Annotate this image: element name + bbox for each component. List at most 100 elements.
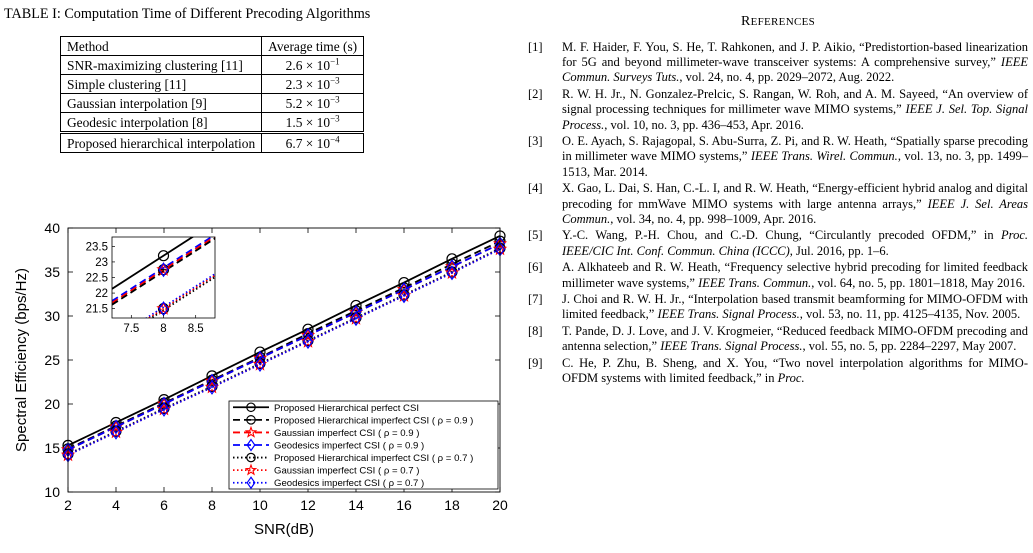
data-point (350, 304, 362, 321)
data-point (158, 401, 170, 417)
x-tick-label: 6 (160, 497, 168, 513)
legend-entry-label: Geodesics imperfect CSI ( ρ = 0.7 ) (274, 478, 424, 489)
reference-details: , vol. 10, no. 3, pp. 436–453, Apr. 2016… (604, 117, 804, 132)
inset-x-tick-label: 8.5 (188, 323, 204, 335)
y-tick-label: 35 (44, 264, 60, 280)
table-cell-method: SNR-maximizing clustering [11] (59, 55, 263, 75)
time-exponent: −4 (330, 134, 340, 145)
legend-entry-label: Proposed Hierarchical imperfect CSI ( ρ … (274, 415, 473, 426)
references-heading-rest: EFERENCES (750, 16, 816, 28)
inset-line-proposed-07 (149, 276, 215, 318)
table-row: Proposed hierarchical interpolation 6.7 ×… (59, 131, 365, 153)
reference-number: [4] (528, 181, 543, 196)
reference-number: [7] (528, 292, 543, 307)
reference-details: , vol. 24, no. 4, pp. 2029–2072, Aug. 20… (679, 70, 895, 85)
y-tick-label: 40 (44, 220, 60, 236)
time-times-ten: × 10 (305, 114, 331, 130)
data-point (302, 333, 314, 350)
inset-y-tick-label: 22.5 (86, 273, 108, 285)
inset-line-gaussian-07 (147, 274, 215, 318)
time-mantissa: 2.6 (285, 57, 303, 73)
references-heading: REFERENCES (528, 14, 1028, 30)
references-heading-initial: R (740, 14, 751, 29)
data-point (444, 265, 460, 279)
inset-x-tick-label: 7.5 (123, 323, 139, 335)
plot-frame (67, 227, 501, 493)
y-tick-label: 30 (44, 308, 60, 324)
legend-swatch-marker (246, 438, 256, 452)
table-caption: TABLE I: Computation Time of Different P… (4, 6, 371, 22)
table-row: Simple clustering [11] 2.3 × 10−3 (59, 74, 365, 94)
table-row: Geodesic interpolation [8] 1.5 × 10−3 (59, 112, 365, 133)
data-point (300, 333, 316, 348)
reference-item: [4] X. Gao, L. Dai, S. Han, C.-L. I, and … (528, 181, 1028, 227)
reference-number: [8] (528, 324, 543, 339)
legend-entry-label: Proposed Hierarchical perfect CSI (274, 403, 419, 414)
reference-venue: IEEE J. Sel. Areas Commun. (562, 196, 1028, 226)
x-tick-label: 2 (64, 497, 72, 513)
reference-text: Y.-C. Wang, P.-H. Chou, and C.-D. Chung,… (562, 228, 1002, 243)
inset-marker-geodesic-09 (158, 262, 169, 278)
time-exponent: −3 (330, 113, 340, 124)
data-point (158, 396, 170, 412)
inset-y-tick-label: 23.5 (86, 241, 108, 253)
y-tick-label: 20 (44, 396, 60, 412)
reference-details: , vol. 53, no. 11, pp. 4125–4135, Nov. 2… (799, 307, 1021, 322)
table-cell-time: 1.5 × 10−3 (261, 112, 365, 133)
data-point (110, 419, 122, 435)
y-axis-label: Spectral Efficiency (bps/Hz) (13, 268, 30, 452)
reference-text: X. Gao, L. Dai, S. Han, C.-L. I, and R. … (562, 181, 1028, 211)
table-header-method: Method (59, 36, 263, 56)
reference-item: [1] M. F. Haider, F. You, S. He, T. Rahko… (528, 40, 1028, 86)
legend-entry-label: Proposed Hierarchical imperfect CSI ( ρ … (274, 453, 473, 464)
reference-venue: IEEE Trans. Signal Process. (657, 307, 800, 322)
reference-number: [5] (528, 228, 543, 243)
time-mantissa: 2.3 (285, 76, 303, 92)
legend-swatch-marker (246, 402, 256, 413)
reference-text: J. Choi and R. W. H. Jr., “Interpolation… (562, 292, 1028, 322)
data-point (350, 311, 362, 327)
y-tick-label: 15 (44, 440, 60, 456)
data-point (398, 282, 410, 298)
left-column: TABLE I: Computation Time of Different P… (0, 0, 515, 553)
legend-swatch-marker (246, 476, 256, 490)
legend-entry-label: Gaussian imperfect CSI ( ρ = 0.9 ) (274, 428, 419, 439)
legend-swatch-marker (244, 463, 258, 476)
table-cell-time: 2.6 × 10−1 (261, 55, 365, 75)
y-tick-label: 10 (44, 484, 60, 500)
inset-line-geodesic-07 (144, 273, 215, 318)
table-cell-time: 2.3 × 10−3 (261, 74, 365, 94)
time-exponent: −3 (330, 94, 340, 105)
data-point (156, 401, 172, 416)
reference-number: [1] (528, 40, 543, 54)
reference-number: [3] (528, 134, 543, 149)
time-mantissa: 5.2 (285, 95, 303, 111)
reference-venue: Proc. IEEE/CIC Int. Conf. Commun. China … (562, 228, 1028, 258)
time-times-ten: × 10 (305, 76, 331, 92)
data-point (348, 311, 364, 325)
computation-time-table: Method Average time (s) SNR-maximizing c… (59, 36, 365, 153)
reference-number: [9] (528, 356, 543, 371)
table-body: SNR-maximizing clustering [11] 2.6 × 10−1… (59, 55, 365, 153)
reference-venue: IEEE Trans. Wirel. Commun. (750, 149, 898, 164)
inset-marker-perfect (157, 250, 170, 262)
legend-box (228, 400, 499, 490)
reference-details: , vol. 55, no. 5, pp. 2284–2297, May 200… (802, 339, 1017, 354)
inset-y-tick-label: 23 (95, 257, 108, 269)
reference-item: [3] O. E. Ayach, S. Rajagopal, S. Abu-Sur… (528, 134, 1028, 180)
series-line (67, 235, 501, 447)
series-line (67, 242, 501, 451)
legend-swatch-marker (246, 452, 256, 463)
inset-y-tick-label: 21.5 (86, 304, 108, 316)
inset-y-tick-label: 22 (95, 288, 108, 300)
x-tick-label: 20 (492, 497, 508, 513)
legend-entry-label: Gaussian imperfect CSI ( ρ = 0.7 ) (274, 466, 419, 477)
table-cell-method: Geodesic interpolation [8] (59, 112, 263, 133)
table-header-row: Method Average time (s) (59, 36, 365, 56)
x-tick-label: 4 (112, 497, 120, 513)
time-times-ten: × 10 (305, 95, 331, 111)
reference-item: [6] A. Alkhateeb and R. W. Heath, “Freque… (528, 260, 1028, 290)
reference-item: [8] T. Pande, D. J. Love, and J. V. Krogm… (528, 324, 1028, 354)
x-axis-label: SNR(dB) (254, 521, 314, 538)
reference-text: M. F. Haider, F. You, S. He, T. Rahkonen… (562, 40, 1028, 70)
